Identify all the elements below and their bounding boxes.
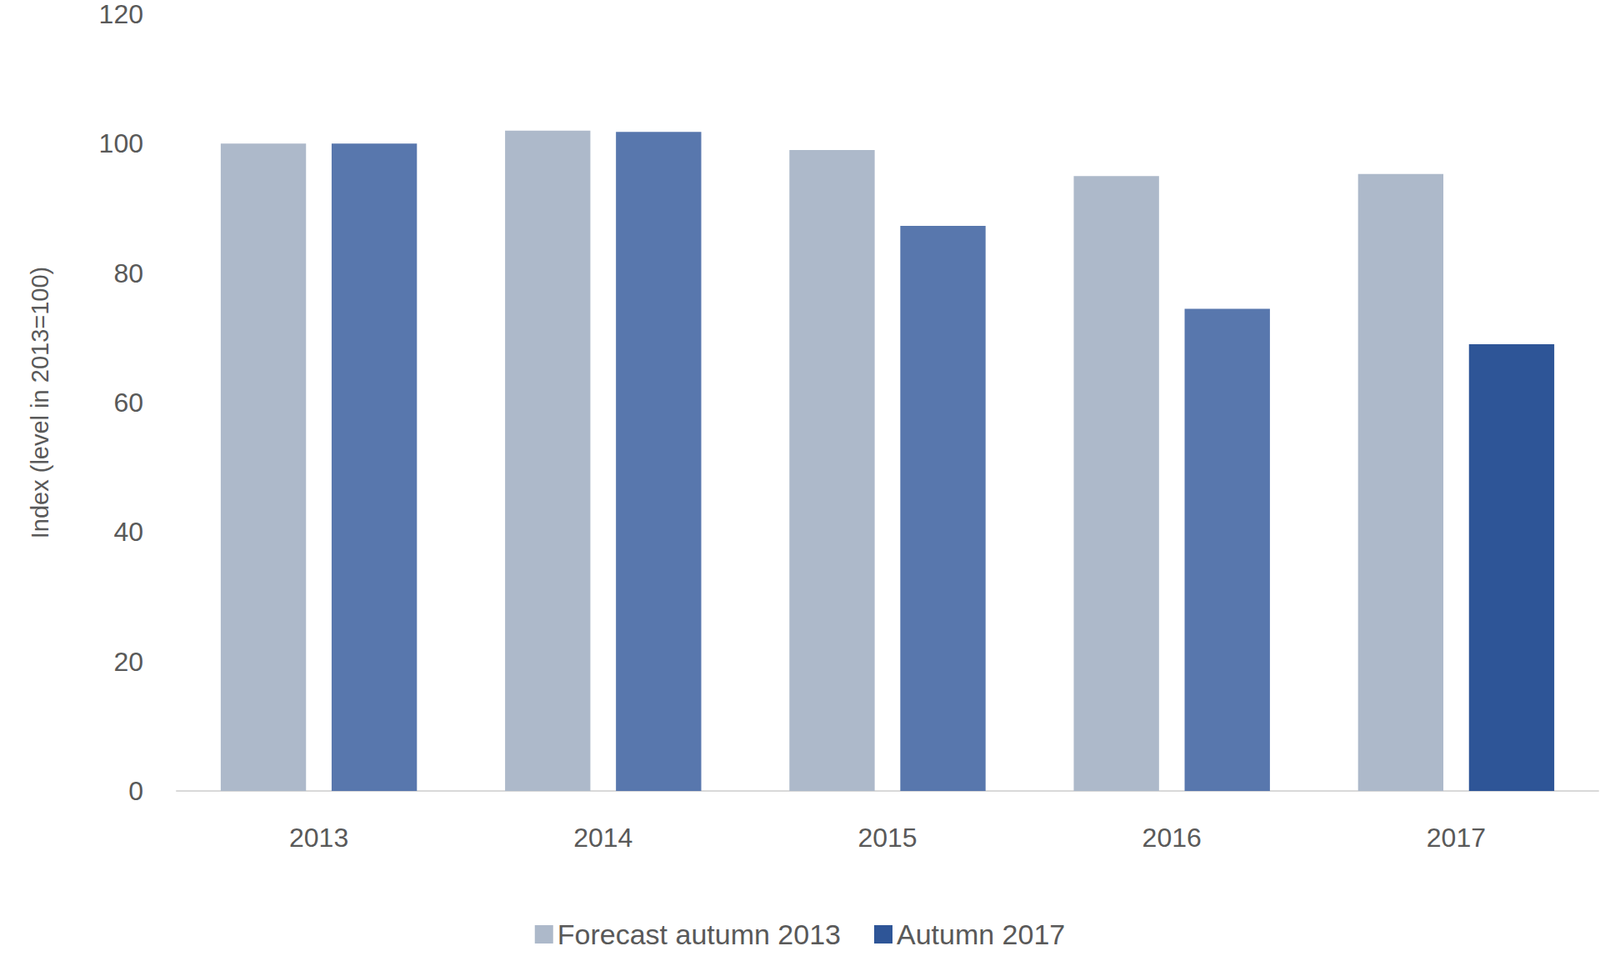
svg-text:120: 120: [99, 0, 144, 30]
svg-text:Autumn 2017: Autumn 2017: [896, 918, 1065, 950]
svg-text:2017: 2017: [1426, 822, 1486, 853]
svg-text:60: 60: [113, 387, 144, 418]
svg-text:0: 0: [128, 775, 144, 806]
svg-text:100: 100: [99, 128, 144, 159]
svg-text:80: 80: [113, 258, 144, 289]
svg-text:40: 40: [113, 516, 144, 547]
svg-text:2016: 2016: [1142, 822, 1202, 853]
svg-text:2015: 2015: [857, 822, 917, 853]
svg-text:Index (level in 2013=100): Index (level in 2013=100): [26, 266, 54, 539]
svg-text:2013: 2013: [289, 822, 349, 853]
svg-text:Forecast autumn 2013: Forecast autumn 2013: [557, 918, 841, 950]
svg-text:20: 20: [113, 646, 144, 677]
svg-text:2014: 2014: [573, 822, 633, 853]
